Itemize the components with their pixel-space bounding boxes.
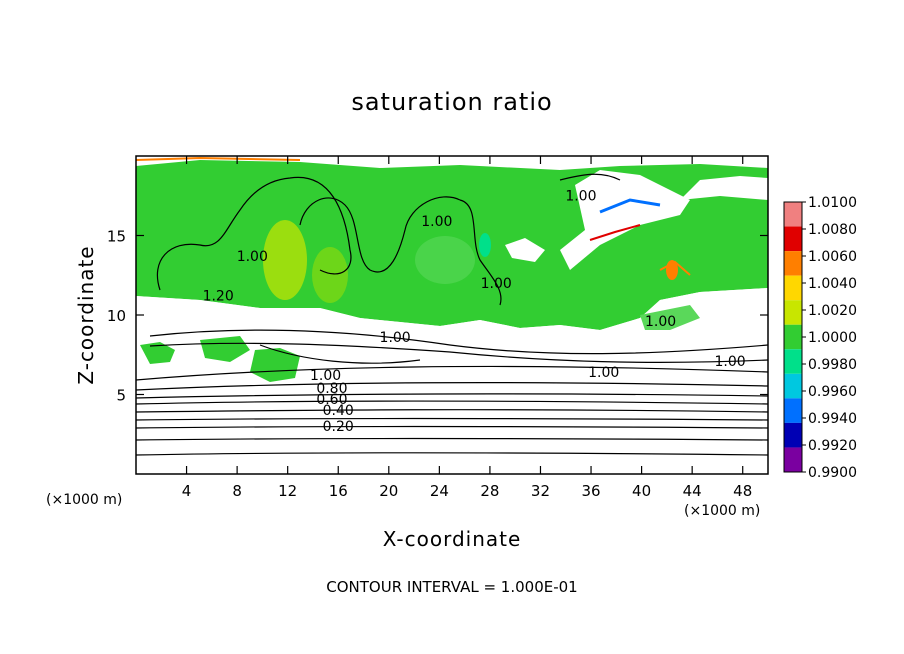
contour-label: 0.40 bbox=[323, 403, 354, 419]
colorbar-label: 0.9980 bbox=[808, 357, 857, 373]
colorbar-swatch bbox=[784, 398, 802, 423]
x-tick-label: 44 bbox=[683, 482, 702, 500]
colorbar-label: 0.9900 bbox=[808, 465, 857, 481]
contour-label: 1.00 bbox=[310, 368, 341, 384]
contour-label: 1.00 bbox=[421, 214, 452, 230]
contour-label: 1.20 bbox=[203, 289, 234, 305]
white-patch bbox=[680, 176, 768, 200]
x-tick-label: 20 bbox=[379, 482, 398, 500]
green-region bbox=[640, 305, 700, 330]
green-patch bbox=[415, 236, 475, 284]
x-tick-label: 36 bbox=[581, 482, 600, 500]
y-tick-label: 10 bbox=[107, 307, 126, 325]
x-axis: 4 8 12 16 20 24 28 32 36 40 44 48 bbox=[182, 156, 752, 500]
colorbar-swatch bbox=[784, 324, 802, 350]
colorbar-swatch bbox=[784, 226, 802, 252]
x-unit-left: (×1000 m) bbox=[46, 492, 123, 508]
green-region bbox=[250, 348, 300, 382]
colorbar-label: 1.0080 bbox=[808, 222, 857, 238]
white-patch bbox=[560, 170, 690, 270]
colorbar-label: 1.0040 bbox=[808, 276, 857, 292]
contour-labels: 1.00 1.00 1.00 1.00 1.20 1.00 1.00 1.00 1.00 1.00… bbox=[203, 189, 746, 436]
blue-edge bbox=[599, 198, 661, 214]
contour-interval-note: CONTOUR INTERVAL = 1.000E-01 bbox=[326, 578, 578, 596]
colorbar: 1.0100 1.0080 1.0060 1.0040 1.0020 1.0000 0.99… bbox=[783, 195, 857, 481]
x-tick-label: 24 bbox=[430, 482, 449, 500]
chart-title: saturation ratio bbox=[351, 88, 553, 116]
contour-label: 1.00 bbox=[645, 314, 676, 330]
red-edge bbox=[589, 224, 641, 241]
y-axis-label: Z-coordinate bbox=[74, 245, 98, 385]
contour-label: 1.00 bbox=[588, 365, 619, 381]
x-tick-label: 48 bbox=[733, 482, 752, 500]
x-tick-label: 40 bbox=[632, 482, 651, 500]
colorbar-label: 1.0060 bbox=[808, 249, 857, 265]
contour-label: 1.00 bbox=[565, 189, 596, 205]
contour-label: 0.80 bbox=[316, 381, 347, 397]
cyan-patch bbox=[479, 233, 491, 257]
x-tick-label: 16 bbox=[329, 482, 348, 500]
colorbar-swatch bbox=[784, 300, 802, 325]
contour-lines bbox=[136, 173, 768, 456]
green-region bbox=[200, 336, 250, 362]
colorbar-swatch bbox=[784, 202, 802, 227]
colorbar-swatch bbox=[784, 447, 802, 472]
colorbar-swatch bbox=[784, 275, 802, 301]
colorbar-label: 0.9920 bbox=[808, 438, 857, 454]
y-tick-label: 5 bbox=[116, 387, 126, 405]
x-tick-label: 32 bbox=[531, 482, 550, 500]
x-tick-label: 12 bbox=[278, 482, 297, 500]
contour-label: 1.00 bbox=[714, 354, 745, 370]
contour-label: 0.20 bbox=[323, 419, 354, 435]
green-region bbox=[140, 342, 175, 364]
yellow-patch bbox=[312, 247, 348, 303]
colorbar-label: 1.0100 bbox=[808, 195, 857, 211]
contour-label: 1.00 bbox=[237, 249, 268, 265]
yellow-patch bbox=[263, 220, 307, 300]
y-axis: 5 10 15 bbox=[107, 228, 768, 405]
x-axis-label: X-coordinate bbox=[382, 527, 522, 551]
colorbar-swatch bbox=[784, 349, 802, 374]
contour-label: 1.00 bbox=[481, 276, 512, 292]
white-patch bbox=[505, 238, 545, 262]
x-tick-label: 8 bbox=[232, 482, 242, 500]
colorbar-label: 0.9940 bbox=[808, 411, 857, 427]
colorbar-swatch bbox=[784, 373, 802, 399]
orange-patch bbox=[666, 260, 678, 280]
y-tick-label: 15 bbox=[107, 228, 126, 246]
colorbar-label: 0.9960 bbox=[808, 384, 857, 400]
colorbar-swatch bbox=[784, 422, 802, 448]
plot-area bbox=[136, 156, 768, 474]
colorbar-label: 1.0000 bbox=[808, 330, 857, 346]
x-tick-label: 28 bbox=[480, 482, 499, 500]
colorbar-label: 1.0020 bbox=[808, 303, 857, 319]
x-unit-right: (×1000 m) bbox=[684, 503, 761, 519]
contour-label: 0.60 bbox=[316, 392, 347, 408]
colorbar-swatch bbox=[784, 251, 802, 276]
contour-label: 1.00 bbox=[380, 330, 411, 346]
x-tick-label: 4 bbox=[182, 482, 192, 500]
